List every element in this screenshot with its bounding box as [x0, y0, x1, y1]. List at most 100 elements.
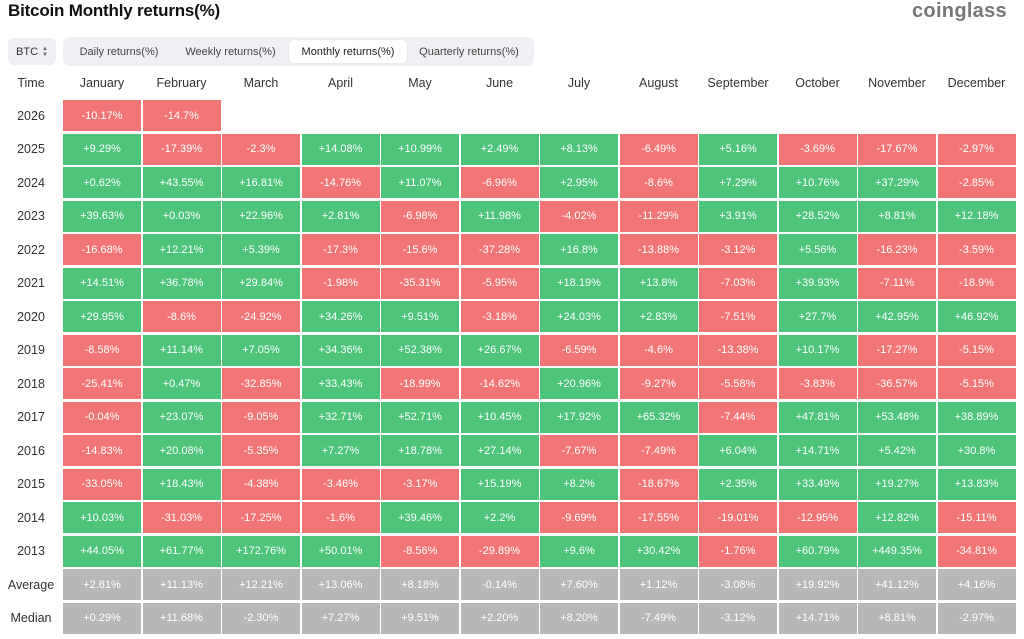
return-cell: -25.41% — [63, 368, 141, 399]
return-cell: +9.29% — [63, 133, 141, 165]
return-cell: +14.71% — [778, 435, 857, 466]
return-cell: +20.08% — [142, 435, 221, 466]
return-cell: +5.16% — [699, 133, 777, 165]
return-cell: +11.07% — [381, 167, 459, 198]
return-cell: -13.38% — [699, 334, 777, 366]
return-cell: -6.96% — [460, 167, 539, 198]
return-cell: -32.85% — [222, 368, 300, 399]
return-cell: -1.98% — [301, 267, 380, 299]
return-cell: +2.81% — [301, 200, 380, 232]
return-cell: -7.11% — [858, 267, 936, 299]
return-cell: -9.69% — [540, 502, 618, 533]
year-label: 2017 — [17, 410, 45, 424]
return-cell: -17.55% — [619, 502, 698, 533]
return-cell: -36.57% — [858, 368, 936, 399]
month-header: August — [639, 76, 678, 90]
return-cell: +39.93% — [778, 267, 857, 299]
return-cell: +2.95% — [540, 167, 618, 198]
month-header: December — [947, 76, 1006, 90]
return-cell: -34.81% — [937, 535, 1016, 567]
return-cell: +10.99% — [381, 133, 459, 165]
tab-quarterly-returns[interactable]: Quarterly returns(%) — [419, 45, 519, 58]
return-cell: +19.27% — [858, 468, 936, 500]
summary-cell: +8.20% — [540, 602, 618, 634]
return-cell: +8.13% — [540, 133, 618, 165]
return-cell: +36.78% — [142, 267, 221, 299]
return-cell: -15.6% — [381, 234, 459, 265]
summary-cell: +9.51% — [381, 602, 459, 634]
return-cell: -2.97% — [937, 133, 1016, 165]
return-cell: +22.96% — [222, 200, 300, 232]
return-cell: -7.67% — [540, 435, 618, 466]
return-cell: -5.15% — [937, 368, 1016, 399]
year-label: 2015 — [17, 477, 45, 491]
year-label: 2016 — [17, 443, 45, 458]
return-cell: +12.82% — [858, 502, 936, 533]
return-cell: +20.96% — [540, 368, 618, 399]
return-cell: +27.14% — [460, 435, 539, 466]
month-header: April — [327, 76, 353, 90]
tab-daily-returns[interactable]: Daily returns(%) — [79, 45, 159, 58]
return-cell: +8.81% — [858, 200, 936, 232]
return-cell: +47.81% — [778, 401, 857, 433]
return-cell: +5.42% — [858, 435, 936, 466]
summary-cell: +0.29% — [63, 602, 141, 634]
summary-cell: +14.71% — [778, 602, 857, 634]
coin-select-value: BTC — [16, 45, 39, 58]
summary-cell: -2.30% — [222, 602, 300, 634]
summary-cell: -2.97% — [937, 602, 1016, 634]
return-cell: +5.39% — [222, 234, 300, 265]
return-cell: +60.79% — [778, 535, 857, 567]
return-cell: -9.05% — [222, 401, 300, 433]
return-cell: -5.15% — [937, 334, 1016, 366]
tab-weekly-returns[interactable]: Weekly returns(%) — [185, 45, 276, 58]
return-cell: +18.78% — [381, 435, 459, 466]
return-cell: +15.19% — [460, 468, 539, 500]
return-cell: -8.58% — [63, 334, 141, 366]
return-cell: +33.49% — [778, 468, 857, 500]
return-cell: +26.67% — [460, 334, 539, 366]
return-cell: +61.77% — [142, 535, 221, 567]
return-cell: +0.62% — [63, 167, 141, 198]
return-cell: +44.05% — [63, 535, 141, 567]
return-cell: +13.8% — [619, 267, 698, 299]
return-cell: +34.26% — [301, 301, 380, 332]
return-cell: +29.84% — [222, 267, 300, 299]
return-cell: -7.44% — [699, 401, 777, 433]
return-cell: +16.81% — [222, 167, 300, 198]
return-cell: -6.98% — [381, 200, 459, 232]
return-cell: -1.6% — [301, 502, 380, 533]
summary-cell: +7.60% — [540, 569, 618, 600]
return-cell: -9.27% — [619, 368, 698, 399]
return-cell: +14.08% — [301, 133, 380, 165]
return-cell: -8.6% — [619, 167, 698, 198]
return-cell: -17.3% — [301, 234, 380, 265]
return-cell: -4.02% — [540, 200, 618, 232]
summary-cell: +2.20% — [460, 602, 539, 634]
return-cell: +65.32% — [619, 401, 698, 433]
return-cell: +7.29% — [699, 167, 777, 198]
return-cell: +2.2% — [460, 502, 539, 533]
updown-chevron-icon: ▲ ▼ — [42, 45, 48, 58]
return-cell: +10.17% — [778, 334, 857, 366]
return-cell: +39.63% — [63, 200, 141, 232]
month-header: October — [795, 76, 840, 90]
coin-select[interactable]: BTC ▲ ▼ — [8, 38, 56, 65]
return-cell: +8.2% — [540, 468, 618, 500]
return-cell: -10.17% — [63, 100, 141, 131]
return-cell: -7.49% — [619, 435, 698, 466]
return-cell: +17.92% — [540, 401, 618, 433]
return-cell: +27.7% — [778, 301, 857, 332]
return-cell: +3.91% — [699, 200, 777, 232]
summary-cell: +11.13% — [142, 569, 221, 600]
summary-cell: +12.21% — [222, 569, 300, 600]
summary-cell: +13.06% — [301, 569, 380, 600]
page-title: Bitcoin Monthly returns(%) — [8, 1, 221, 20]
return-cell: +24.03% — [540, 301, 618, 332]
return-cell: +0.47% — [142, 368, 221, 399]
return-cell: -3.69% — [778, 133, 857, 165]
return-cell: -7.03% — [699, 267, 777, 299]
return-cell: -19.01% — [699, 502, 777, 533]
return-cell: -8.56% — [381, 535, 459, 567]
tab-monthly-returns[interactable]: Monthly returns(%) — [289, 40, 407, 63]
